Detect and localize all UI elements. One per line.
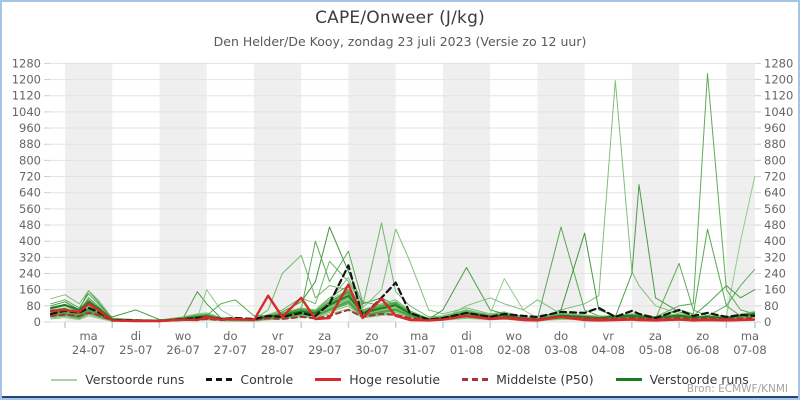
svg-text:720: 720: [19, 170, 41, 184]
svg-text:wo: wo: [506, 329, 522, 343]
svg-text:800: 800: [19, 153, 41, 167]
red-line-icon: [315, 378, 342, 381]
svg-text:240: 240: [19, 267, 41, 281]
svg-text:05-08: 05-08: [639, 343, 672, 357]
svg-text:28-07: 28-07: [261, 343, 294, 357]
thin-green-line-icon: [51, 378, 78, 381]
svg-text:160: 160: [19, 283, 41, 297]
svg-text:480: 480: [764, 218, 786, 232]
svg-text:di: di: [131, 329, 142, 343]
dark-green-line-icon: [615, 378, 642, 381]
legend-item-verstoorde-runs-dark: Verstoorde runs: [615, 372, 749, 387]
black-dashed-line-icon: [206, 378, 233, 381]
legend-label: Verstoorde runs: [85, 372, 185, 387]
svg-text:1120: 1120: [12, 89, 41, 103]
svg-text:wo: wo: [175, 329, 191, 343]
svg-text:80: 80: [26, 299, 41, 313]
svg-text:24-07: 24-07: [72, 343, 105, 357]
svg-text:zo: zo: [696, 329, 709, 343]
svg-text:1280: 1280: [12, 56, 41, 70]
svg-text:za: za: [649, 329, 662, 343]
svg-text:do: do: [223, 329, 237, 343]
source-note: Bron: ECMWF/KNMI: [686, 383, 788, 395]
darkred-dashed-line-icon: [462, 378, 489, 381]
svg-text:1040: 1040: [12, 105, 41, 119]
svg-text:02-08: 02-08: [497, 343, 530, 357]
svg-text:880: 880: [764, 137, 786, 151]
legend-label: Controle: [240, 372, 294, 387]
svg-text:400: 400: [764, 234, 786, 248]
svg-text:25-07: 25-07: [119, 343, 152, 357]
legend-item-verstoorde-runs-light: Verstoorde runs: [51, 372, 184, 387]
svg-text:di: di: [461, 329, 472, 343]
svg-text:vr: vr: [272, 329, 284, 343]
chart-title: CAPE/Onweer (J/kg): [315, 8, 485, 28]
svg-text:ma: ma: [741, 329, 759, 343]
svg-text:1200: 1200: [12, 73, 41, 87]
svg-text:za: za: [318, 329, 331, 343]
legend-label: Verstoorde runs: [649, 372, 749, 387]
svg-text:480: 480: [19, 218, 41, 232]
legend-item-controle: Controle: [206, 372, 293, 387]
svg-text:320: 320: [19, 250, 41, 264]
legend: Verstoorde runs Controle Hoge resolutie …: [0, 372, 800, 387]
svg-text:560: 560: [764, 202, 786, 216]
svg-text:07-08: 07-08: [733, 343, 766, 357]
svg-text:ma: ma: [79, 329, 97, 343]
svg-text:160: 160: [764, 283, 786, 297]
svg-text:1120: 1120: [764, 89, 793, 103]
svg-text:03-08: 03-08: [544, 343, 577, 357]
svg-text:do: do: [554, 329, 568, 343]
svg-text:04-08: 04-08: [592, 343, 625, 357]
svg-text:960: 960: [764, 121, 786, 135]
svg-text:ma: ma: [410, 329, 428, 343]
svg-text:400: 400: [19, 234, 41, 248]
chart-subtitle: Den Helder/De Kooy, zondag 23 juli 2023 …: [213, 34, 587, 49]
svg-text:880: 880: [19, 137, 41, 151]
legend-item-hoge-resolutie: Hoge resolutie: [315, 372, 440, 387]
svg-text:80: 80: [764, 299, 779, 313]
svg-text:560: 560: [19, 202, 41, 216]
svg-text:720: 720: [764, 170, 786, 184]
svg-text:640: 640: [764, 186, 786, 200]
svg-text:29-07: 29-07: [308, 343, 341, 357]
svg-text:240: 240: [764, 267, 786, 281]
legend-item-middelste-p50: Middelste (P50): [462, 372, 594, 387]
svg-text:31-07: 31-07: [403, 343, 436, 357]
svg-text:0: 0: [34, 315, 41, 329]
svg-text:30-07: 30-07: [355, 343, 388, 357]
svg-text:01-08: 01-08: [450, 343, 483, 357]
svg-text:960: 960: [19, 121, 41, 135]
svg-text:1040: 1040: [764, 105, 793, 119]
svg-text:320: 320: [764, 250, 786, 264]
svg-text:1280: 1280: [764, 56, 793, 70]
legend-label: Hoge resolutie: [349, 372, 441, 387]
svg-text:06-08: 06-08: [686, 343, 719, 357]
legend-label: Middelste (P50): [496, 372, 594, 387]
svg-text:0: 0: [764, 315, 771, 329]
svg-text:1200: 1200: [764, 73, 793, 87]
svg-text:vr: vr: [602, 329, 614, 343]
svg-text:26-07: 26-07: [166, 343, 199, 357]
bottom-accent-line: [2, 396, 798, 398]
svg-text:27-07: 27-07: [214, 343, 247, 357]
chart-header: CAPE/Onweer (J/kg) Den Helder/De Kooy, z…: [0, 8, 800, 49]
svg-text:zo: zo: [366, 329, 379, 343]
svg-text:800: 800: [764, 153, 786, 167]
svg-text:640: 640: [19, 186, 41, 200]
